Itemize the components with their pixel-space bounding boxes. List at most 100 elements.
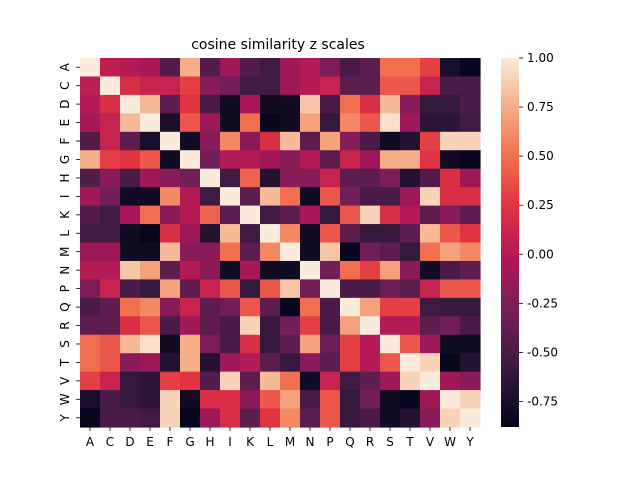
heatmap-cell-N-Q [340, 260, 361, 280]
heatmap-cell-V-T [400, 371, 421, 391]
heatmap-cell-S-F [160, 334, 181, 354]
heatmap-cell-Y-D [120, 408, 141, 428]
heatmap-cell-V-C [100, 371, 121, 391]
heatmap-cell-C-N [300, 76, 321, 96]
heatmap-cell-S-E [140, 334, 161, 354]
heatmap-cell-S-M [280, 334, 301, 354]
x-tick-label: E [146, 435, 154, 449]
heatmap-cells [80, 58, 481, 428]
heatmap-cell-E-G [180, 113, 201, 133]
heatmap-cell-E-R [360, 113, 381, 133]
heatmap-cell-W-A [80, 390, 101, 410]
heatmap-cell-K-M [280, 205, 301, 225]
heatmap-cell-V-E [140, 371, 161, 391]
heatmap-cell-Y-P [320, 408, 341, 428]
heatmap-cell-M-G [180, 242, 201, 262]
heatmap-cell-S-K [240, 334, 261, 354]
heatmap-cell-C-T [400, 76, 421, 96]
heatmap-cell-M-H [200, 242, 221, 262]
heatmap-cell-H-I [220, 168, 241, 188]
heatmap-cell-N-N [300, 260, 321, 280]
heatmap-cell-T-V [420, 353, 441, 373]
heatmap-cell-G-N [300, 150, 321, 170]
heatmap-cell-S-R [360, 334, 381, 354]
heatmap-cell-G-I [220, 150, 241, 170]
heatmap-cell-T-I [220, 353, 241, 373]
heatmap-cell-H-Q [340, 168, 361, 188]
x-tick-label: P [326, 435, 333, 449]
heatmap-cell-N-Y [460, 260, 481, 280]
heatmap-cell-L-L [260, 224, 281, 244]
heatmap-cell-L-V [420, 224, 441, 244]
heatmap-cell-R-M [280, 316, 301, 336]
heatmap-cell-V-Y [460, 371, 481, 391]
heatmap-cell-F-M [280, 131, 301, 151]
heatmap-cell-D-T [400, 94, 421, 114]
heatmap-cell-L-W [440, 224, 461, 244]
heatmap-cell-Y-N [300, 408, 321, 428]
heatmap-cell-T-Q [340, 353, 361, 373]
heatmap-cell-V-L [260, 371, 281, 391]
heatmap-cell-R-K [240, 316, 261, 336]
heatmap-cell-D-S [380, 94, 401, 114]
heatmap-cell-C-H [200, 76, 221, 96]
heatmap-cell-K-C [100, 205, 121, 225]
heatmap-cell-P-L [260, 279, 281, 299]
heatmap-cell-H-Y [460, 168, 481, 188]
colorbar-tick-label: 0.00 [527, 247, 554, 261]
heatmap-cell-P-Q [340, 279, 361, 299]
heatmap-cell-Y-M [280, 408, 301, 428]
heatmap-cell-R-D [120, 316, 141, 336]
heatmap-cell-D-Y [460, 94, 481, 114]
heatmap-cell-C-R [360, 76, 381, 96]
heatmap-cell-S-Q [340, 334, 361, 354]
heatmap-cell-I-T [400, 187, 421, 207]
heatmap-cell-Q-E [140, 297, 161, 317]
heatmap-cell-Q-S [380, 297, 401, 317]
heatmap-cell-V-Q [340, 371, 361, 391]
heatmap-cell-L-D [120, 224, 141, 244]
heatmap-cell-R-N [300, 316, 321, 336]
heatmap-cell-G-G [180, 150, 201, 170]
heatmap-cell-F-C [100, 131, 121, 151]
heatmap-cell-S-L [260, 334, 281, 354]
heatmap-cell-A-P [320, 58, 341, 78]
heatmap-cell-A-K [240, 58, 261, 78]
heatmap-cell-W-Y [460, 390, 481, 410]
heatmap-cell-Q-Y [460, 297, 481, 317]
heatmap-cell-V-N [300, 371, 321, 391]
heatmap-cell-W-C [100, 390, 121, 410]
heatmap-cell-H-K [240, 168, 261, 188]
heatmap-cell-E-M [280, 113, 301, 133]
heatmap-cell-E-W [440, 113, 461, 133]
heatmap-cell-K-L [260, 205, 281, 225]
heatmap-cell-Y-S [380, 408, 401, 428]
heatmap-cell-K-V [420, 205, 441, 225]
heatmap-cell-I-A [80, 187, 101, 207]
heatmap-cell-R-Q [340, 316, 361, 336]
heatmap-cell-H-T [400, 168, 421, 188]
heatmap-cell-Q-R [360, 297, 381, 317]
heatmap-cell-F-W [440, 131, 461, 151]
heatmap-cell-D-I [220, 94, 241, 114]
heatmap-cell-F-P [320, 131, 341, 151]
y-tick-label: N [58, 266, 72, 275]
heatmap-cell-F-F [160, 131, 181, 151]
heatmap-cell-H-R [360, 168, 381, 188]
heatmap-cell-P-K [240, 279, 261, 299]
heatmap-cell-S-N [300, 334, 321, 354]
heatmap-cell-I-G [180, 187, 201, 207]
y-tick-label: Y [58, 413, 72, 422]
heatmap-cell-R-S [380, 316, 401, 336]
heatmap-cell-K-T [400, 205, 421, 225]
x-tick-label: I [228, 435, 232, 449]
heatmap-cell-I-C [100, 187, 121, 207]
heatmap-cell-D-C [100, 94, 121, 114]
heatmap-cell-C-I [220, 76, 241, 96]
heatmap-cell-G-F [160, 150, 181, 170]
y-tick-label: R [58, 321, 72, 329]
heatmap-cell-Q-D [120, 297, 141, 317]
heatmap-cell-S-A [80, 334, 101, 354]
heatmap-cell-W-K [240, 390, 261, 410]
